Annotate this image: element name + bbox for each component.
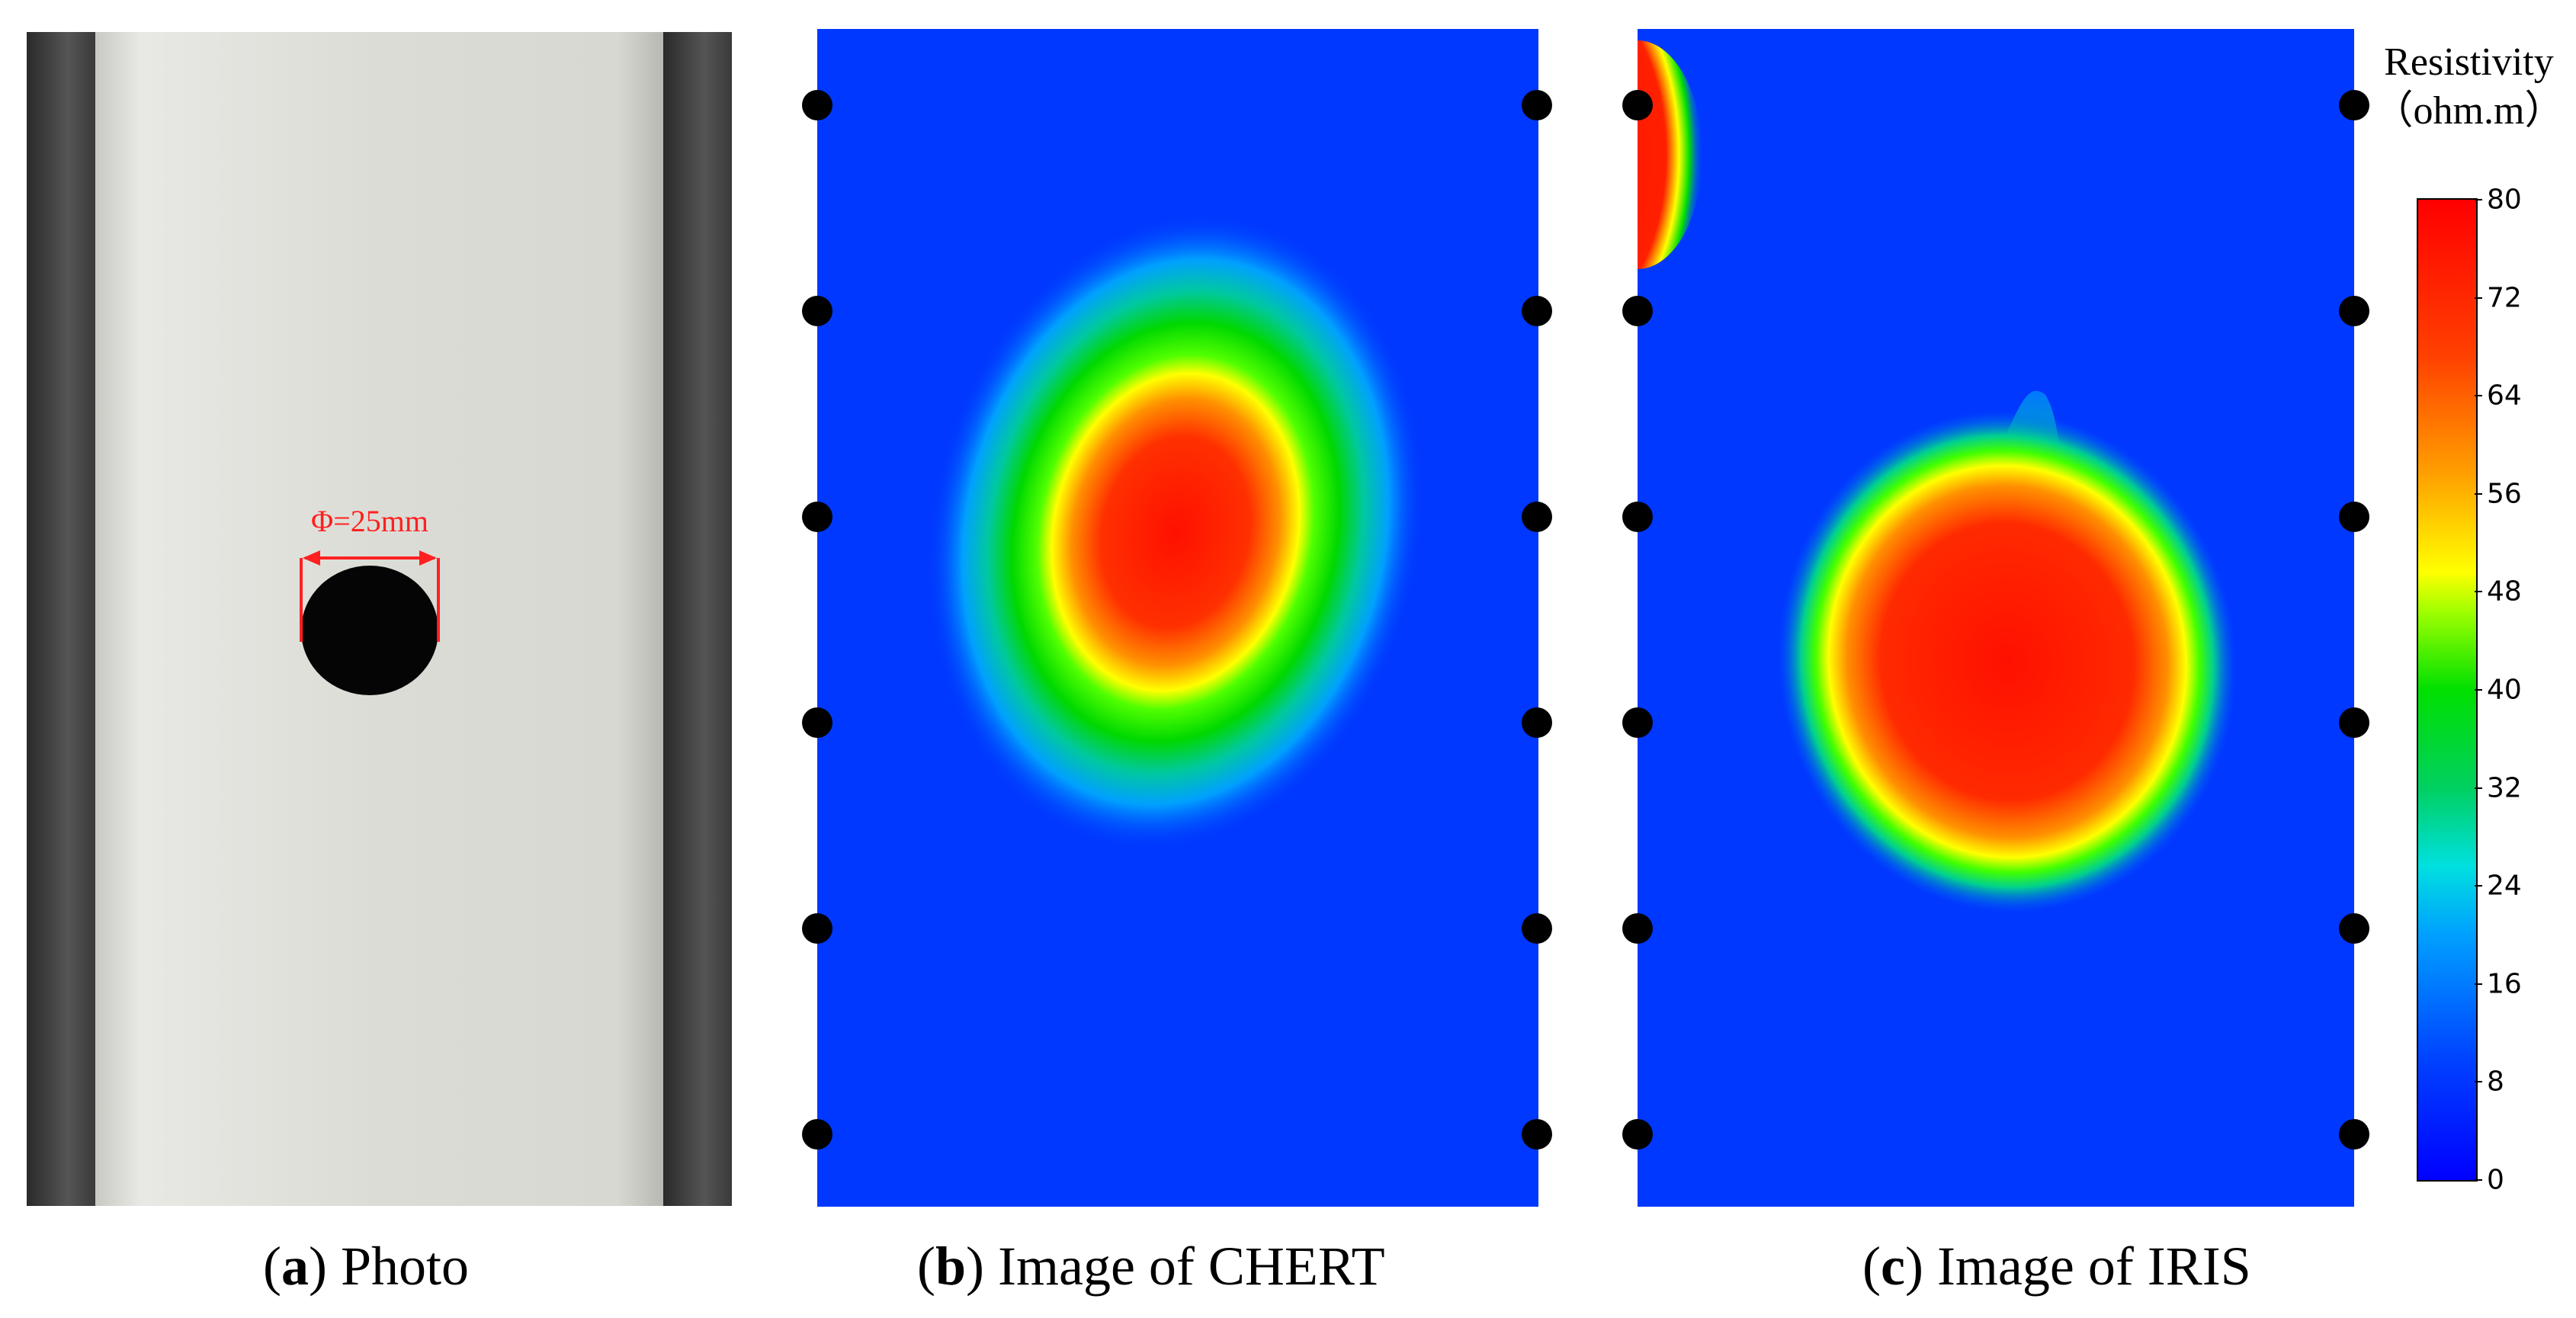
iris-panel <box>1638 29 2354 1207</box>
colorbar-tick-mark <box>2475 1179 2482 1181</box>
colorbar-tick-mark <box>2475 689 2482 691</box>
electrode-dot <box>1522 296 1552 326</box>
colorbar <box>2417 198 2478 1182</box>
caption-b-text: Image of CHERT <box>998 1236 1385 1297</box>
hole <box>301 566 438 695</box>
chert-panel <box>817 29 1538 1207</box>
colorbar-tick-mark <box>2475 787 2482 789</box>
caption-a-letter: a <box>281 1236 309 1297</box>
colorbar-tick-mark <box>2475 395 2482 397</box>
electrode-dot <box>2339 707 2369 738</box>
colorbar-unit-label: （ohm.m） <box>2373 89 2565 133</box>
colorbar-tick-mark <box>2475 591 2482 593</box>
colorbar-title: Resistivity （ohm.m） <box>2362 38 2576 136</box>
colorbar-tick-label: 8 <box>2487 1066 2504 1098</box>
colorbar-tick-label: 40 <box>2487 674 2522 706</box>
electrode-dot <box>2339 1119 2369 1150</box>
photo-panel: Φ=25mm <box>27 32 732 1206</box>
electrode-dot <box>1522 502 1552 532</box>
iris-image <box>1638 29 2354 1207</box>
colorbar-tick-mark <box>2475 199 2482 200</box>
caption-b-letter: b <box>935 1236 967 1297</box>
colorbar-tick-label: 72 <box>2487 282 2522 314</box>
electrode-dot <box>802 1119 832 1150</box>
caption-c-text: Image of IRIS <box>1936 1236 2251 1297</box>
colorbar-tick-label: 56 <box>2487 478 2522 510</box>
electrode-dot <box>1522 707 1552 738</box>
caption-b: (b) Image of CHERT <box>917 1236 1385 1297</box>
colorbar-tick-label: 24 <box>2487 870 2522 902</box>
caption-c-letter: c <box>1880 1236 1905 1297</box>
electrode-dot <box>2339 913 2369 944</box>
electrode-dot <box>1622 90 1653 120</box>
caption-a: (a) Photo <box>263 1236 470 1297</box>
electrode-dot <box>1622 296 1653 326</box>
chert-image <box>817 29 1538 1207</box>
colorbar-tick-mark <box>2475 885 2482 887</box>
colorbar-tick-mark <box>2475 983 2482 985</box>
electrode-dot <box>1622 913 1653 944</box>
colorbar-tick-label: 16 <box>2487 968 2522 1000</box>
diameter-annotation: Φ=25mm <box>311 504 428 538</box>
electrode-dot <box>1622 502 1653 532</box>
electrode-dot <box>802 90 832 120</box>
colorbar-title-label: Resistivity <box>2384 40 2554 84</box>
electrode-dot <box>2339 296 2369 326</box>
electrode-dot <box>802 502 832 532</box>
caption-c: (c) Image of IRIS <box>1862 1236 2251 1297</box>
colorbar-tick-label: 80 <box>2487 184 2522 216</box>
caption-a-text: Photo <box>340 1236 470 1297</box>
photo-image: Φ=25mm <box>27 32 732 1206</box>
electrode-dot <box>1622 707 1653 738</box>
electrode-dot <box>1522 90 1552 120</box>
electrode-dot <box>802 913 832 944</box>
colorbar-tick-mark <box>2475 1081 2482 1083</box>
electrode-dot <box>802 707 832 738</box>
colorbar-tick-label: 32 <box>2487 772 2522 804</box>
colorbar-tick-label: 48 <box>2487 576 2522 608</box>
colorbar-tick-mark <box>2475 492 2482 495</box>
colorbar-tick-mark <box>2475 297 2482 299</box>
electrode-dot <box>2339 90 2369 120</box>
colorbar-tick-label: 64 <box>2487 380 2522 412</box>
electrode-dot <box>802 296 832 326</box>
electrode-dot <box>1522 1119 1552 1150</box>
colorbar-tick-label: 0 <box>2487 1164 2504 1196</box>
electrode-dot <box>1622 1119 1653 1150</box>
electrode-dot <box>2339 502 2369 532</box>
electrode-dot <box>1522 913 1552 944</box>
